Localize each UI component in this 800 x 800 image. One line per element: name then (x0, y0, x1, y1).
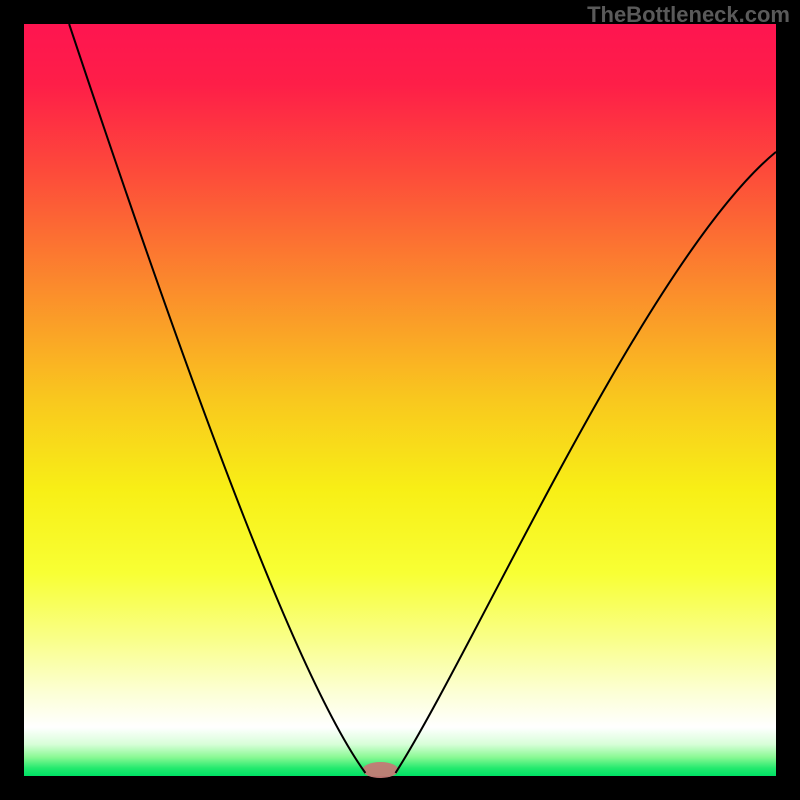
plot-area (24, 24, 776, 776)
bottleneck-marker (362, 762, 398, 778)
chart-svg (0, 0, 800, 800)
chart-root: TheBottleneck.com (0, 0, 800, 800)
